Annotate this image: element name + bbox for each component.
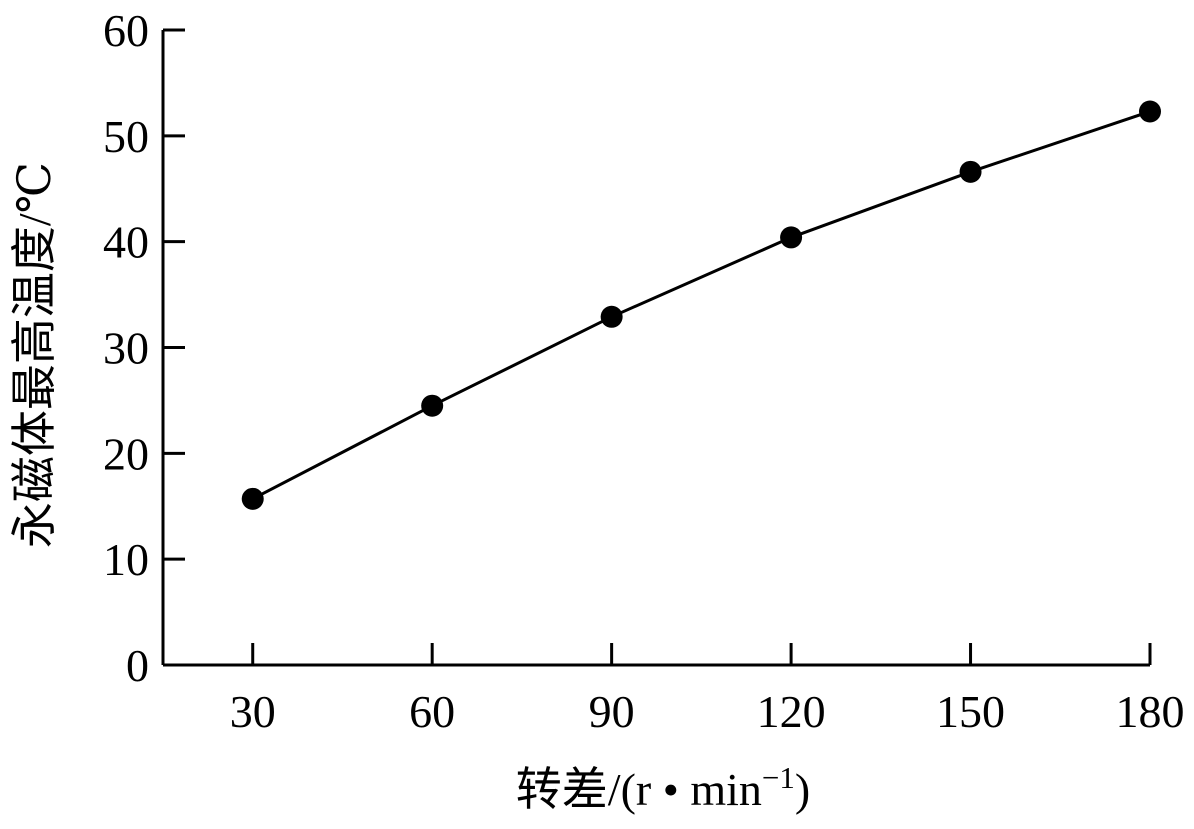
series-line	[241, 100, 1161, 510]
data-point	[1139, 100, 1161, 123]
x-axis-title-close: )	[795, 764, 810, 815]
data-point	[780, 226, 803, 249]
axis-labels: 转差/(r • min−1) 永磁体最高温度/℃	[9, 162, 810, 815]
data-point	[241, 487, 264, 510]
y-tick-label: 20	[103, 428, 149, 479]
y-tick-label: 40	[103, 217, 149, 268]
data-point	[421, 394, 444, 417]
x-axis-title-main: 转差/(r • min	[516, 764, 762, 815]
x-tick-label: 120	[757, 686, 826, 737]
data-point	[959, 160, 982, 183]
x-tick-label: 30	[230, 686, 276, 737]
x-tick-label: 180	[1116, 686, 1185, 737]
data-point	[600, 305, 623, 328]
y-axis-title: 永磁体最高温度/℃	[9, 162, 60, 548]
x-tick-label: 90	[589, 686, 635, 737]
axes: 0 10 20 30 40 50 60 30 60 90 120 150 180	[103, 5, 1185, 737]
x-axis-title-sup: −1	[762, 760, 795, 795]
y-tick-label: 30	[103, 323, 149, 374]
series-path	[252, 110, 1151, 501]
x-tick-label: 60	[409, 686, 455, 737]
y-tick-label: 50	[103, 111, 149, 162]
y-tick-label: 10	[103, 534, 149, 585]
x-axis-title: 转差/(r • min−1)	[516, 760, 810, 815]
y-tick-label: 0	[126, 640, 149, 691]
y-tick-label: 60	[103, 5, 149, 56]
x-tick-label: 150	[936, 686, 1005, 737]
